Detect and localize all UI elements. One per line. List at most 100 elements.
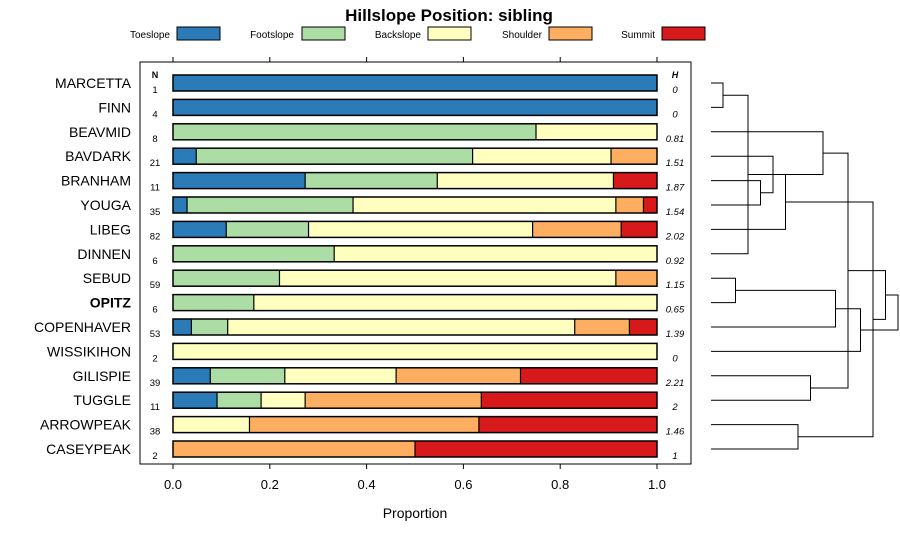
dendrogram-link <box>711 82 724 108</box>
legend: Toeslope Footslope Backslope Shoulder Su… <box>130 26 706 41</box>
legend-label-shoulder: Shoulder <box>502 30 543 41</box>
bar-caseypeak-shoulder <box>173 441 415 457</box>
h-value-bavdark: 1.51 <box>666 158 685 169</box>
legend-label-footslope: Footslope <box>250 30 294 41</box>
bar-outline-beavmid <box>172 123 658 141</box>
n-value-wissikihon: 2 <box>152 353 157 364</box>
bar-tuggle-summit <box>481 392 657 409</box>
category-label-youga: YOUGA <box>80 197 131 213</box>
bar-caseypeak-summit <box>415 441 657 457</box>
legend-swatch-toeslope <box>176 26 221 41</box>
bar-outline-copenhaver <box>172 318 658 336</box>
bar-youga-backslope <box>353 197 616 213</box>
h-value-gilispie: 2.21 <box>665 378 685 389</box>
bar-outline-youga <box>172 196 658 214</box>
category-label-gilispie: GILISPIE <box>73 368 131 384</box>
legend-label-summit: Summit <box>621 30 655 41</box>
bar-dinnen-backslope <box>334 245 657 262</box>
bar-outline-finn <box>172 98 658 117</box>
bar-tuggle-toeslope <box>173 392 218 409</box>
bar-outline-tuggle <box>172 391 658 409</box>
dendrogram-link <box>785 201 874 438</box>
dendrogram-link <box>810 152 849 389</box>
bar-bavdark-toeslope <box>173 148 197 165</box>
bar-tuggle-backslope <box>261 392 306 409</box>
bar-sebud-shoulder <box>615 270 657 287</box>
h-value-arrowpeak: 1.46 <box>666 427 685 438</box>
n-value-caseypeak: 2 <box>152 451 157 462</box>
plot-frame <box>139 61 692 465</box>
category-label-tuggle: TUGGLE <box>73 392 131 408</box>
n-value-dinnen: 6 <box>152 256 157 267</box>
h-value-youga: 1.54 <box>666 207 685 218</box>
n-value-marcetta: 1 <box>152 85 157 96</box>
category-label-opitz: OPITZ <box>90 295 132 311</box>
bar-gilispie-footslope <box>210 367 285 384</box>
bar-youga-toeslope <box>173 197 188 213</box>
bottom-axis-ticks: 0.0 0.2 0.4 0.6 0.8 1.0 <box>164 464 666 492</box>
bar-outline-libeg <box>172 220 658 239</box>
h-value-caseypeak: 1 <box>672 451 677 462</box>
category-label-arrowpeak: ARROWPEAK <box>40 417 132 433</box>
category-label-libeg: LIBEG <box>90 221 131 237</box>
n-value-opitz: 6 <box>152 305 157 316</box>
bar-tuggle-footslope <box>217 392 262 409</box>
tick-label-0-4: 0.4 <box>358 477 376 492</box>
bar-arrowpeak-shoulder <box>249 416 479 433</box>
bar-outline-marcetta <box>172 74 658 92</box>
dendrogram-link <box>711 424 799 450</box>
n-column-header: N <box>152 70 159 80</box>
n-value-gilispie: 39 <box>150 378 161 389</box>
dendrogram-link <box>711 180 761 206</box>
h-column-header: H <box>672 70 679 80</box>
bar-libeg-shoulder <box>532 221 622 238</box>
n-value-finn: 4 <box>152 109 157 120</box>
bar-bavdark-backslope <box>472 148 612 165</box>
bar-gilispie-summit <box>520 367 657 384</box>
bar-tuggle-shoulder <box>305 392 482 409</box>
dendrogram-link <box>711 289 836 328</box>
bar-wissikihon-backslope <box>173 343 657 360</box>
bar-dinnen-footslope <box>173 245 335 262</box>
dendrogram-link <box>711 131 824 175</box>
bar-bavdark-shoulder <box>611 148 657 165</box>
bar-arrowpeak-summit <box>478 416 657 433</box>
bar-branham-backslope <box>437 172 614 189</box>
bar-outline-gilispie <box>172 367 658 385</box>
dendrogram-link <box>711 375 811 401</box>
bar-outline-wissikihon <box>172 342 658 361</box>
n-value-copenhaver: 53 <box>150 329 161 340</box>
bar-branham-toeslope <box>173 172 306 189</box>
bar-opitz-footslope <box>173 294 254 311</box>
bar-beavmid-backslope <box>536 123 657 140</box>
h-value-beavmid: 0.81 <box>666 134 685 145</box>
bar-arrowpeak-backslope <box>173 416 250 433</box>
bar-youga-shoulder <box>615 197 644 213</box>
legend-label-toeslope: Toeslope <box>130 30 170 41</box>
dendrogram-link <box>848 270 886 320</box>
tick-label-0-8: 0.8 <box>551 477 569 492</box>
bar-branham-summit <box>613 172 658 189</box>
bar-beavmid-footslope <box>173 123 536 140</box>
legend-swatch-footslope <box>301 26 346 41</box>
legend-swatch-shoulder <box>548 26 593 41</box>
h-value-tuggle: 2 <box>671 402 678 413</box>
n-value-bavdark: 21 <box>150 158 161 169</box>
n-value-libeg: 82 <box>150 231 161 242</box>
bar-outline-branham <box>172 171 658 190</box>
bar-outline-bavdark <box>172 147 658 165</box>
dendrogram-link <box>711 308 861 352</box>
bar-branham-footslope <box>305 172 438 189</box>
category-label-caseypeak: CASEYPEAK <box>46 441 131 457</box>
bar-copenhaver-shoulder <box>574 319 630 335</box>
bar-gilispie-shoulder <box>396 367 521 384</box>
bar-opitz-backslope <box>253 294 657 311</box>
h-value-wissikihon: 0 <box>672 353 678 364</box>
bar-bavdark-footslope <box>196 148 473 165</box>
tick-label-0-0: 0.0 <box>164 477 182 492</box>
bar-finn-toeslope <box>173 99 657 116</box>
bar-copenhaver-footslope <box>191 319 228 335</box>
h-value-libeg: 2.02 <box>665 231 685 242</box>
